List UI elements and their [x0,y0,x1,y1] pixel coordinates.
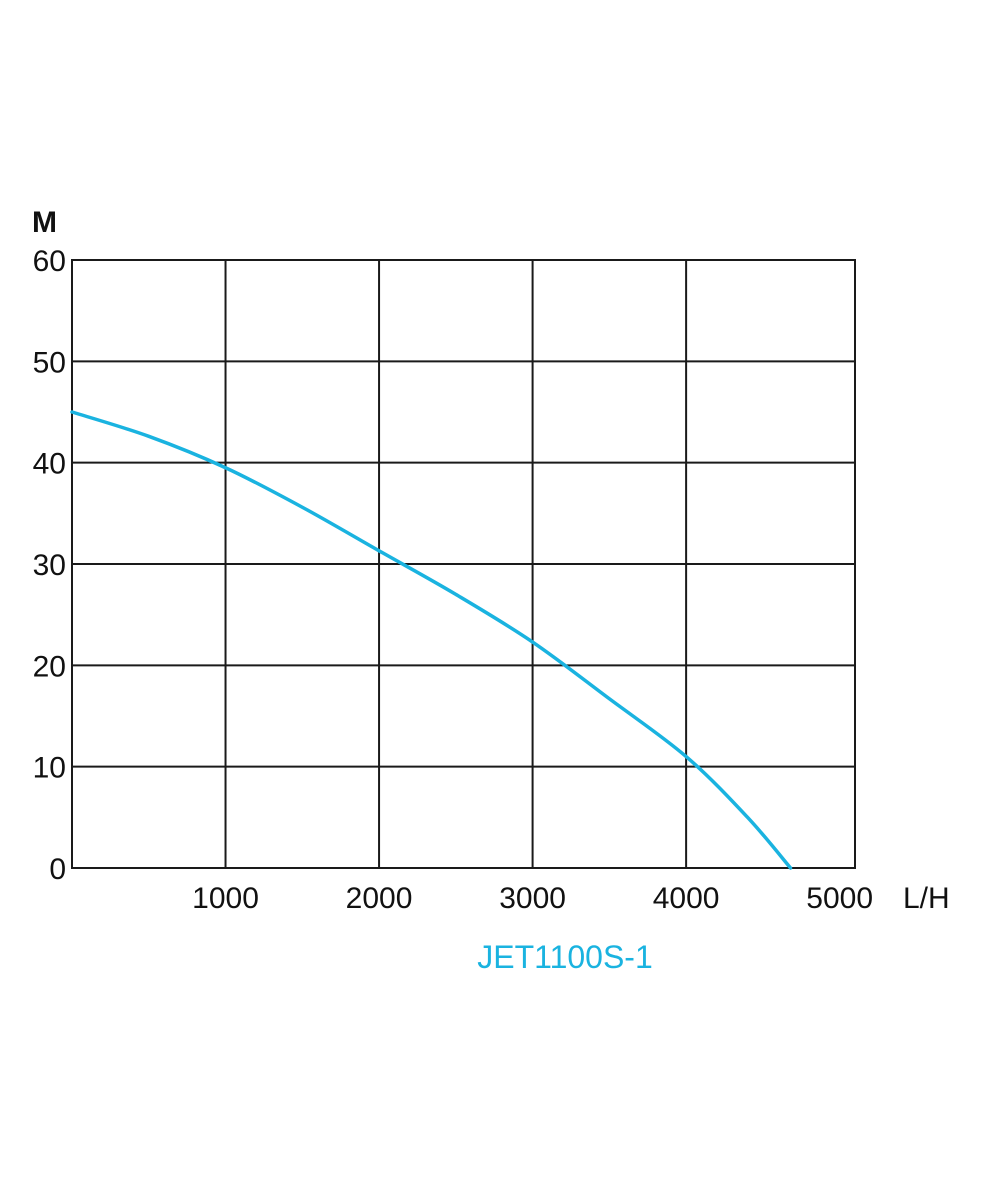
x-tick-label: 1000 [192,882,259,915]
y-tick-label: 30 [33,549,66,582]
y-axis-unit-label: M [32,206,57,239]
x-axis-unit-label: L/H [903,882,950,915]
y-tick-label: 50 [33,346,66,379]
y-tick-label: 60 [33,245,66,278]
x-tick-label: 3000 [499,882,566,915]
plot-frame [71,259,856,869]
y-tick-label: 0 [49,853,66,886]
series-name-label: JET1100S-1 [477,939,653,975]
x-tick-label: 5000 [806,882,873,915]
series-curves [70,410,793,870]
grid [72,260,855,868]
y-tick-label: 20 [33,650,66,683]
x-axis-tick-labels: 1000 2000 3000 4000 5000 [192,882,873,915]
x-tick-label: 2000 [346,882,413,915]
series-curve [70,410,793,870]
y-axis-tick-labels: 0 10 20 30 40 50 60 [33,245,66,886]
y-tick-label: 40 [33,448,66,481]
y-tick-label: 10 [33,752,66,785]
x-tick-label: 4000 [653,882,720,915]
